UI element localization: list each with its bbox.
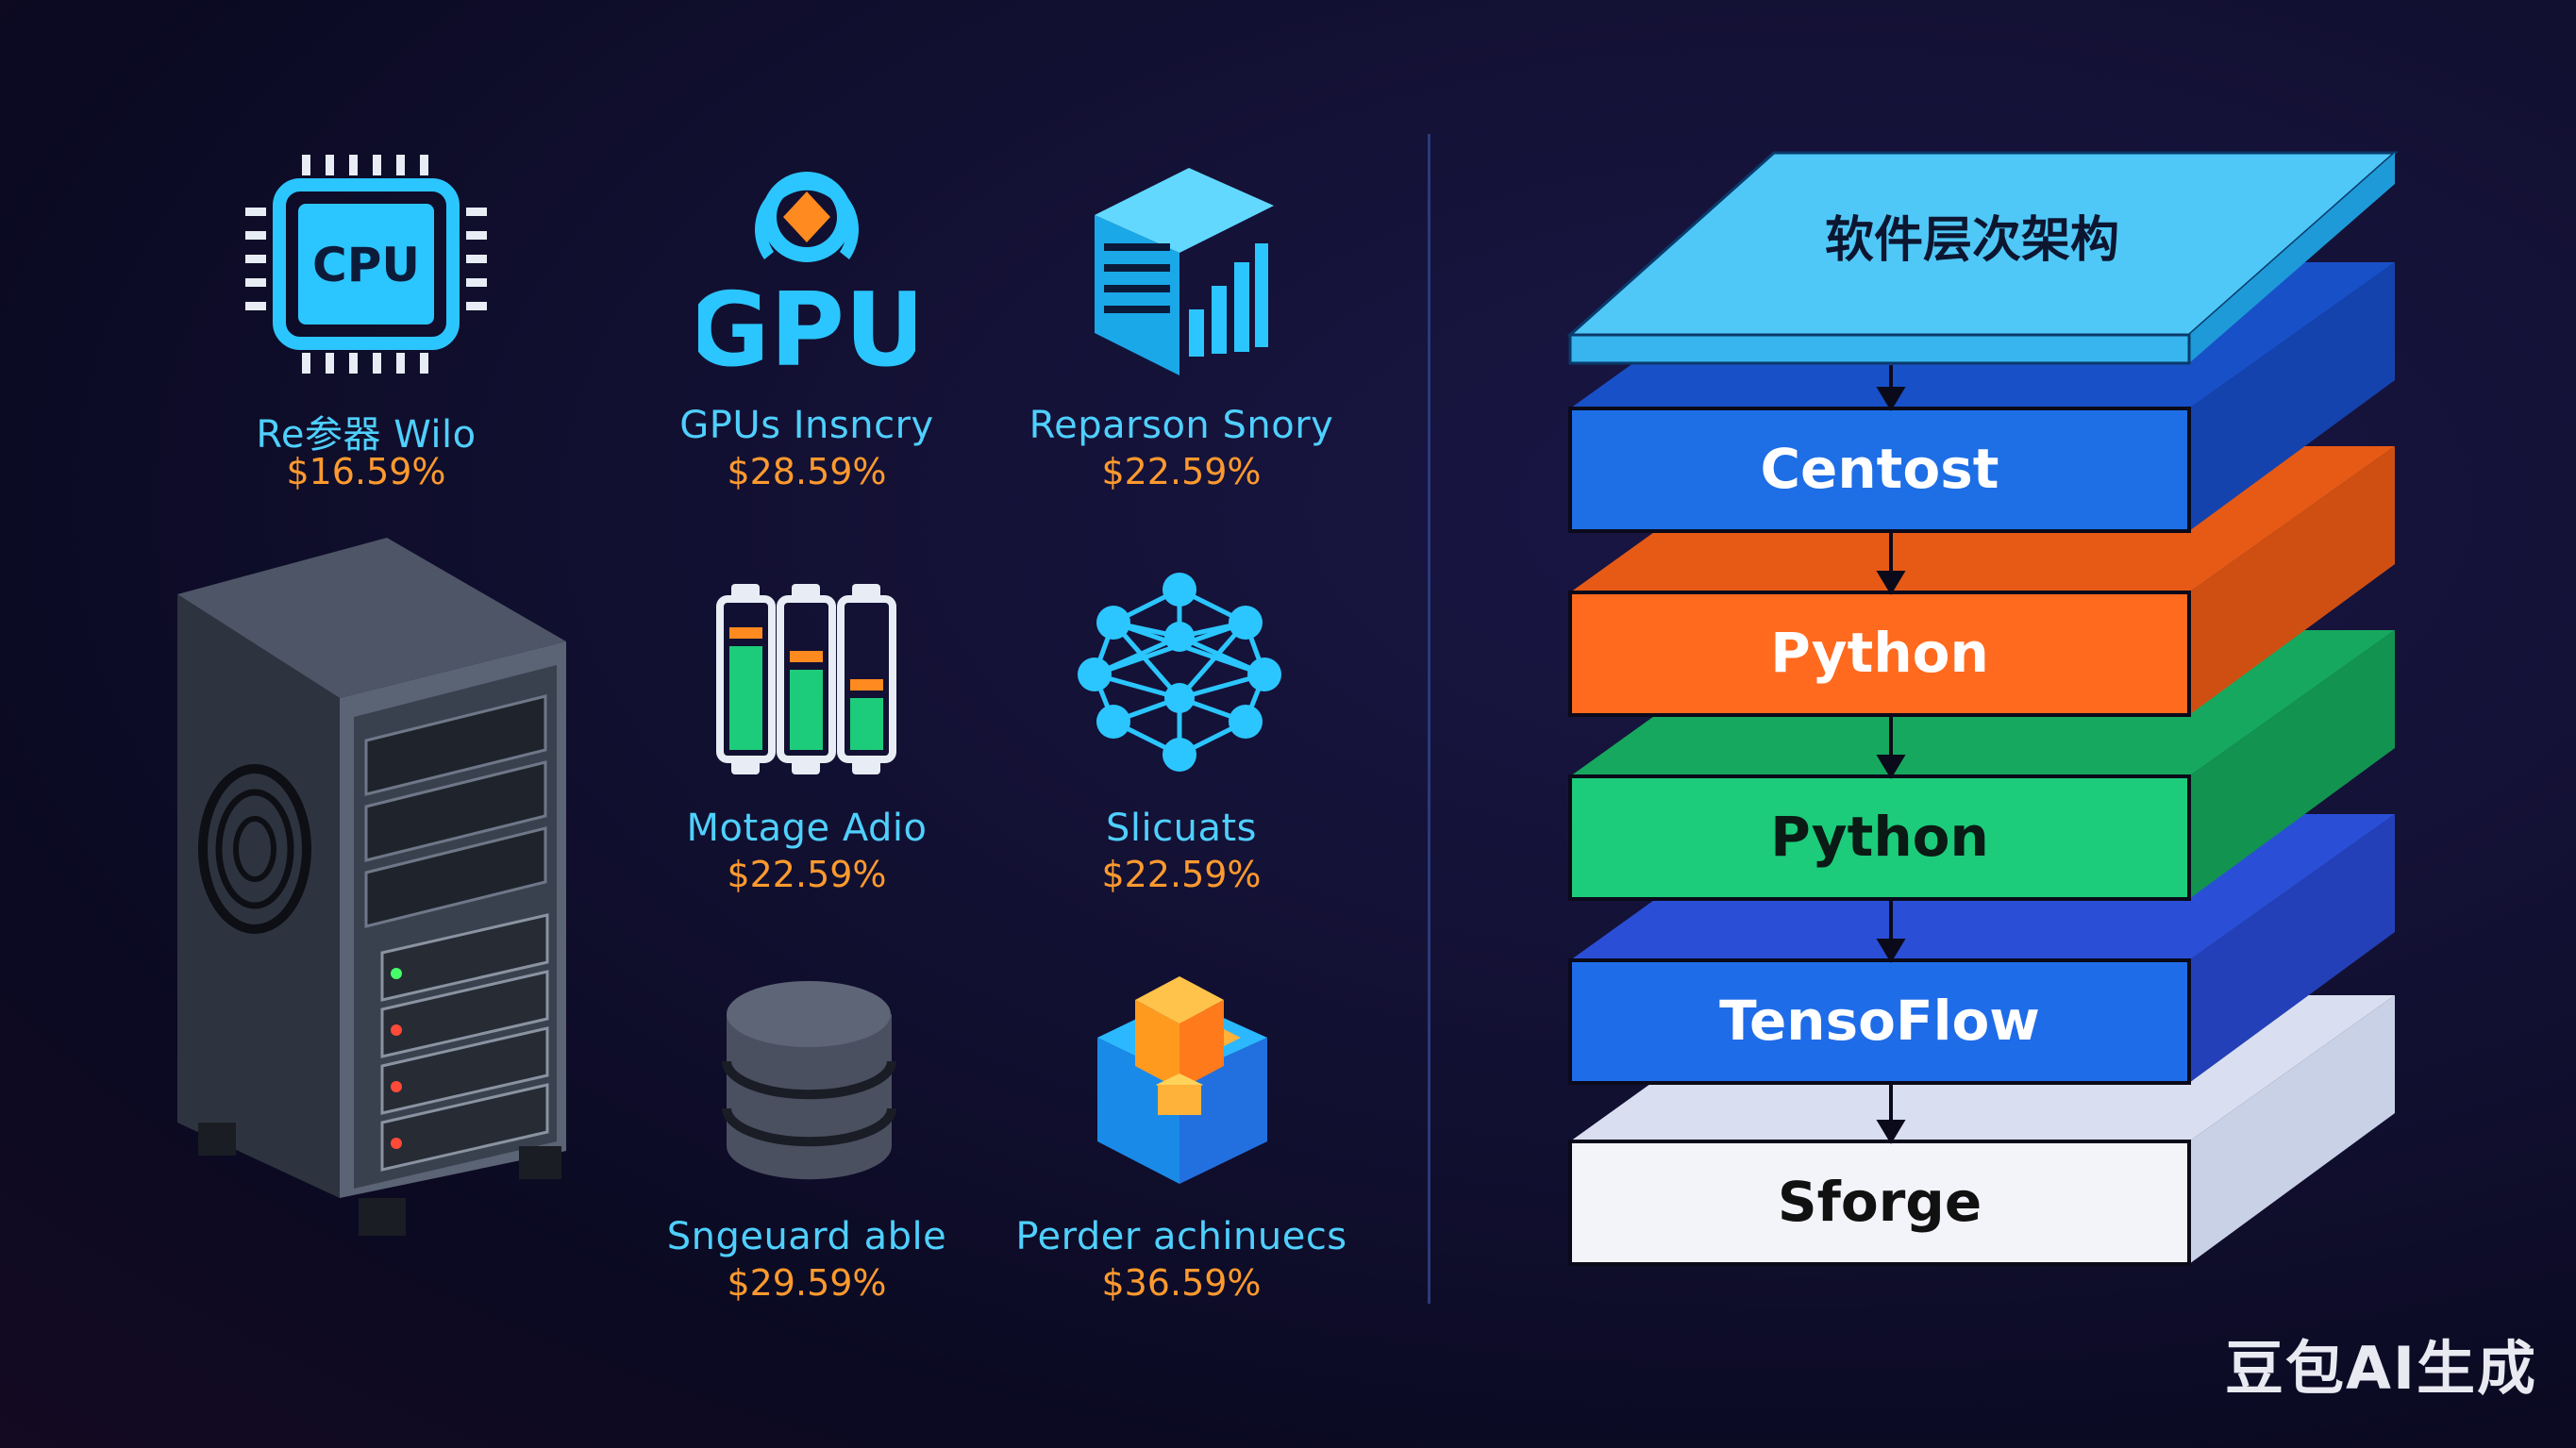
component-label: Reparson Snory xyxy=(1029,404,1334,447)
stack-layer-label: Sforge xyxy=(1778,1170,1982,1234)
section-divider xyxy=(1428,134,1430,1304)
component-label: Re参器 Wilo xyxy=(256,413,477,457)
gpu-icon-text: GPU xyxy=(698,272,915,373)
stack-top-slab: 软件层次架构 xyxy=(1566,151,2399,365)
cpu-icon: CPU xyxy=(245,155,487,374)
stack-title: 软件层次架构 xyxy=(1825,212,2119,269)
component-label: GPUs Insncry xyxy=(679,404,934,447)
stack-layer-label: Centost xyxy=(1760,437,1999,501)
watermark: 豆包AI生成 xyxy=(2225,1334,2538,1403)
server-tower-icon xyxy=(177,538,566,1236)
cpu-icon-text: CPU xyxy=(312,238,420,292)
component-price: $22.59% xyxy=(727,854,887,895)
stack-arrows xyxy=(1876,365,1906,1144)
stack-layer-label: TensoFlow xyxy=(1719,989,2040,1053)
stack-layer-label: Python xyxy=(1770,621,1989,685)
gpu-icon: GPU xyxy=(698,172,915,373)
component-label: Sngeuard able xyxy=(666,1215,947,1258)
component-label: Perder achinuecs xyxy=(1015,1215,1347,1258)
stack-layer-label: Python xyxy=(1770,805,1989,869)
database-icon xyxy=(722,981,896,1180)
storage-chart-icon xyxy=(1095,168,1274,375)
component-price: $16.59% xyxy=(286,451,446,492)
component-price: $36.59% xyxy=(1101,1262,1262,1304)
memory-bars-icon xyxy=(716,584,896,774)
cube-icon xyxy=(1097,976,1267,1184)
software-stack-diagram: Sforge TensoFlow Python Python Centost 软… xyxy=(1566,151,2399,1266)
component-price: $22.59% xyxy=(1101,451,1262,492)
neural-network-icon xyxy=(1078,573,1281,772)
component-price: $22.59% xyxy=(1101,854,1262,895)
component-price: $28.59% xyxy=(727,451,887,492)
component-label: Slicuats xyxy=(1106,807,1257,850)
component-label: Motage Adio xyxy=(686,807,928,850)
component-price: $29.59% xyxy=(727,1262,887,1304)
